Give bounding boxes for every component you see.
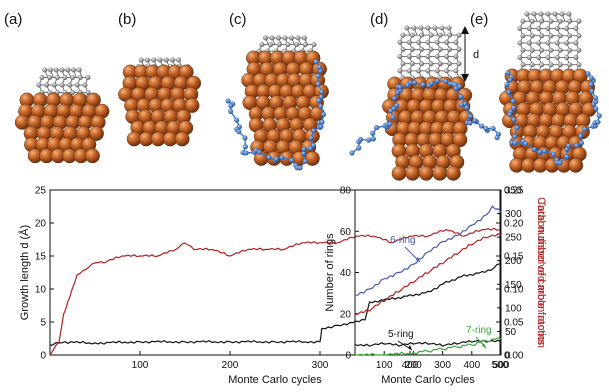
y2-tick-label: 0.15 [504, 252, 524, 263]
panel-label-a: (a) [4, 11, 22, 28]
x-tick-label: 100 [132, 360, 149, 371]
x-axis-label: Monte Carlo cycles [381, 374, 475, 386]
growth-length-chart: 100 200 300 400 50005101520250.000.050.100.1… [18, 186, 547, 387]
y2-tick-label: 200 [505, 256, 522, 267]
x-tick-label: 500 [493, 360, 510, 371]
panel-label-b: (b) [118, 11, 136, 28]
plot-frame [49, 189, 501, 356]
dissolved-carbon-network [225, 59, 327, 171]
nanotube-cluster-illustration-d [349, 25, 502, 181]
x-tick-label: 400 [402, 360, 419, 371]
y-tick-label: 20 [35, 219, 47, 230]
x-tick-label: 300 [434, 360, 451, 371]
series-line-5-ring [354, 339, 502, 347]
panel-label-e: (e) [470, 11, 488, 28]
y2-tick-label: 350 [505, 186, 522, 197]
annotation-arrowhead [482, 343, 486, 348]
carbon-nanotube [397, 25, 462, 81]
panel-label-c: (c) [229, 11, 247, 28]
ring-count-chart: 100 200 300 400 5000204060800501001502002503… [324, 186, 547, 387]
series-line-black [49, 263, 501, 346]
y-tick-label: 0 [345, 351, 351, 362]
series-annotation-6-ring: 6-ring [390, 235, 416, 246]
carbon-nanotube [517, 11, 582, 75]
y-axis-label: Number of rings [324, 233, 336, 312]
annotation-arrowhead [416, 257, 420, 262]
x-tick-label: 300 [312, 360, 329, 371]
growth-length-arrow [461, 26, 469, 82]
panel-label-d: (d) [370, 11, 388, 28]
y2-tick-label: 100 [505, 303, 522, 314]
y-tick-label: 25 [35, 186, 47, 197]
annotation-arrowhead [408, 345, 412, 350]
y2-tick-label: 0.05 [504, 318, 524, 329]
x-tick-label: 200 [222, 360, 239, 371]
y2-tick-label: 0 [505, 351, 511, 362]
y-tick-label: 15 [35, 252, 47, 263]
dissolved-carbon-network [349, 78, 502, 156]
y2-axis-label: Total number of carbon atoms [535, 200, 547, 346]
x-axis-label: Monte Carlo cycles [228, 374, 322, 386]
y2-tick-label: 150 [505, 280, 522, 291]
y2-tick-label: 250 [505, 233, 522, 244]
x-tick-label: 500 [492, 360, 509, 371]
y2-tick-label: 50 [505, 327, 517, 338]
y2-tick-label: 0.25 [504, 186, 524, 197]
nanotube-cluster-illustration-b [118, 57, 202, 147]
x-tick-label: 100 [376, 360, 393, 371]
y2-tick-label: 0.20 [504, 219, 524, 230]
series-line-red [49, 227, 501, 356]
series-annotation-7-ring: 7-ring [466, 325, 492, 336]
y-tick-label: 80 [340, 186, 352, 197]
metal-cluster [382, 76, 474, 181]
y2-axis-label: Carbon dissolved mole fraction [535, 197, 547, 348]
y2-tick-label: 0.10 [504, 285, 524, 296]
metal-cluster [118, 64, 202, 147]
series-line-7-ring [355, 337, 502, 356]
x-tick-label: 400 [463, 360, 480, 371]
series-line-red [354, 233, 502, 316]
dissolved-carbon-network [504, 70, 602, 166]
y2-tick-label: 0.00 [504, 351, 524, 362]
series-annotation-5-ring: 5-ring [388, 329, 414, 340]
metal-cluster [499, 68, 597, 173]
x-tick-label: 200 [405, 360, 422, 371]
y-tick-label: 5 [40, 318, 46, 329]
y-tick-label: 10 [35, 285, 47, 296]
y2-tick-label: 300 [505, 209, 522, 220]
y-tick-label: 60 [340, 227, 352, 238]
y-tick-label: 0 [40, 351, 46, 362]
nanotube-cluster-illustration-e [499, 11, 602, 173]
series-line-6-ring [354, 205, 502, 296]
y-axis-label: Growth length d (Å) [18, 225, 31, 320]
nanotube-cluster-illustration-c [225, 35, 329, 171]
growth-length-label: d [473, 49, 479, 61]
metal-cluster [14, 92, 110, 164]
y-tick-label: 40 [340, 268, 352, 279]
nanotube-cluster-illustration-a [14, 67, 110, 164]
y-tick-label: 20 [340, 309, 352, 320]
